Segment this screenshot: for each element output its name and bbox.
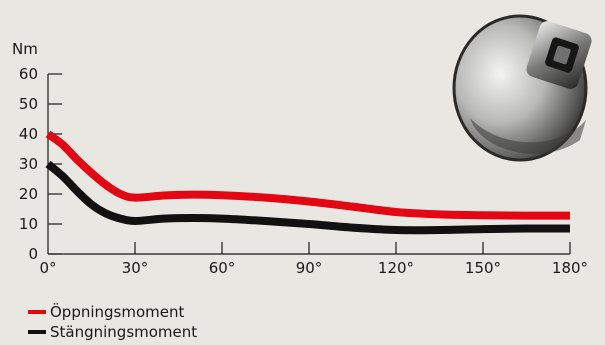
legend-swatch-red: [28, 310, 46, 314]
series-line-closing: [45, 160, 571, 235]
y-axis-label: Nm: [12, 40, 38, 58]
x-tick-label: 90°: [296, 259, 323, 277]
x-tick-label: 60°: [209, 259, 236, 277]
x-tick-label: 120°: [378, 259, 414, 277]
y-tick-label: 40: [19, 125, 38, 143]
x-tick-label: 30°: [122, 259, 149, 277]
y-tick-label: 20: [19, 185, 38, 203]
x-tick-label: 0°: [39, 259, 56, 277]
chart-series: [45, 130, 571, 235]
y-tick-label: 0: [28, 245, 38, 263]
y-tick-label: 30: [19, 155, 38, 173]
chart-legend: Öppningsmoment Stängningsmoment: [28, 302, 197, 342]
x-tick-label: 150°: [465, 259, 501, 277]
y-tick-label: 10: [19, 215, 38, 233]
legend-label-opening: Öppningsmoment: [50, 303, 185, 321]
y-tick-label: 60: [19, 65, 38, 83]
chart-ticks: 0 10 20 30 40 50 60 0° 30° 60° 90° 120° 150° 180°: [19, 65, 588, 277]
legend-label-closing: Stängningsmoment: [50, 323, 198, 341]
y-tick-label: 50: [19, 95, 38, 113]
legend-swatch-black: [28, 330, 46, 334]
legend-item-opening: Öppningsmoment: [28, 302, 197, 322]
x-tick-label: 180°: [552, 259, 588, 277]
legend-item-closing: Stängningsmoment: [28, 322, 197, 342]
valve-product-image: [452, 14, 592, 162]
series-line-opening: [45, 130, 571, 220]
